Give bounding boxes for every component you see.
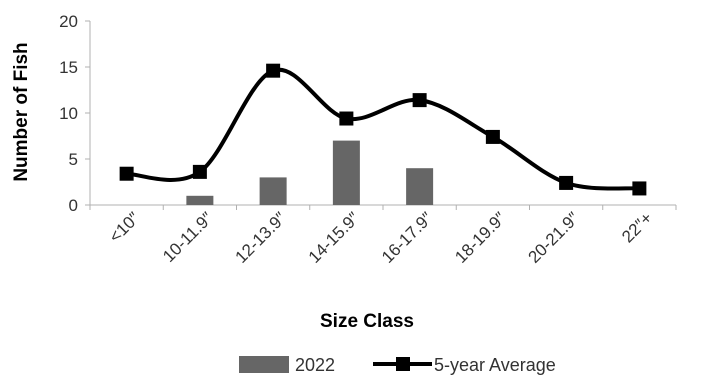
marker-5-year-average xyxy=(192,164,207,179)
x-axis-ticks: <10″ 10-11.9″ 12-13.9″ 14-15.9″ 16-17.9″ 18-1… xyxy=(89,205,677,267)
y-axis-ticks: 0 5 10 15 20 xyxy=(59,12,90,215)
legend-label-5-year-average: 5-year Average xyxy=(434,355,556,375)
x-tick-label: 10-11.9″ xyxy=(159,208,217,266)
y-tick-label: 15 xyxy=(59,58,78,77)
marker-5-year-average xyxy=(119,166,134,181)
y-tick-label: 20 xyxy=(59,12,78,31)
bar-2022 xyxy=(186,195,214,205)
legend-marker-5-year-average xyxy=(396,357,410,371)
marker-5-year-average xyxy=(485,129,500,144)
line-series-5-year-average xyxy=(126,67,640,191)
x-tick-label: 14-15.9″ xyxy=(305,208,363,266)
marker-5-year-average xyxy=(632,181,647,196)
y-tick-label: 5 xyxy=(69,150,78,169)
legend-label-2022: 2022 xyxy=(295,355,335,375)
legend-swatch-2022 xyxy=(239,356,289,373)
bar-series-2022 xyxy=(186,140,434,205)
marker-5-year-average xyxy=(339,111,354,126)
marker-5-year-average xyxy=(412,93,427,108)
marker-5-year-average xyxy=(266,63,281,78)
y-axis-title: Number of Fish xyxy=(11,42,32,181)
line-markers xyxy=(119,63,647,196)
x-axis-title: Size Class xyxy=(320,311,414,332)
x-tick-label: <10″ xyxy=(105,208,143,246)
legend: 2022 5-year Average xyxy=(239,355,556,375)
x-tick-label: 18-19.9″ xyxy=(451,208,509,266)
marker-5-year-average xyxy=(559,175,574,190)
bar-2022 xyxy=(332,140,360,205)
bar-2022 xyxy=(259,177,287,205)
y-tick-label: 0 xyxy=(69,196,78,215)
x-tick-label: 16-17.9″ xyxy=(378,208,436,266)
x-tick-label: 22″+ xyxy=(618,208,656,246)
bar-2022 xyxy=(406,168,434,205)
y-tick-label: 10 xyxy=(59,104,78,123)
x-tick-label: 20-21.9″ xyxy=(524,208,582,266)
x-tick-label: 12-13.9″ xyxy=(231,208,289,266)
